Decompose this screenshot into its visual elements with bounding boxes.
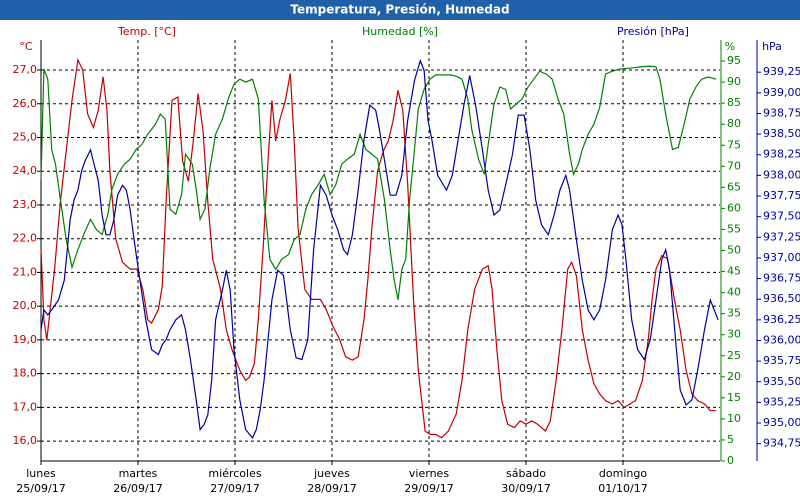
y2-unit: % — [725, 40, 735, 53]
y-tick-label: 26,0 — [13, 97, 38, 110]
y-tick-label: 24,0 — [13, 164, 38, 177]
x-tick-label: 25/09/17 — [16, 482, 65, 495]
y-tick-label: 23,0 — [13, 198, 38, 211]
y-tick-label: 17,0 — [13, 400, 38, 413]
y2-tick-label: 40 — [727, 286, 741, 299]
y3-tick-label: 936,75 — [763, 272, 800, 285]
y2-tick-label: 95 — [727, 54, 741, 67]
y-unit: °C — [19, 40, 33, 53]
y3-tick-label: 937,75 — [763, 189, 800, 202]
x-tick-label: jueves — [313, 467, 350, 480]
y3-axis-title: Presión [hPa] — [617, 25, 689, 38]
x-tick-label: 27/09/17 — [210, 482, 259, 495]
y-tick-label: 25,0 — [13, 130, 38, 143]
y2-tick-label: 25 — [727, 349, 741, 362]
x-tick-label: domingo — [599, 467, 647, 480]
x-tick-label: lunes — [26, 467, 56, 480]
y3-tick-label: 937,25 — [763, 230, 800, 243]
y3-tick-label: 936,00 — [763, 333, 800, 346]
title-bar — [0, 0, 800, 20]
y-tick-label: 21,0 — [13, 265, 38, 278]
y3-tick-label: 938,25 — [763, 148, 800, 161]
y-tick-label: 19,0 — [13, 333, 38, 346]
y2-tick-label: 85 — [727, 96, 741, 109]
y3-tick-label: 935,25 — [763, 395, 800, 408]
y3-tick-label: 937,00 — [763, 251, 800, 264]
chart-title: Temperatura, Presión, Humedad — [290, 3, 509, 17]
x-tick-label: miércoles — [208, 467, 261, 480]
y2-axis-title: Humedad [%] — [362, 25, 438, 38]
x-tick-label: 30/09/17 — [501, 482, 550, 495]
x-tick-label: martes — [119, 467, 158, 480]
y-tick-label: 18,0 — [13, 367, 38, 380]
y3-tick-label: 937,50 — [763, 210, 800, 223]
y3-tick-label: 939,25 — [763, 65, 800, 78]
y2-tick-label: 0 — [727, 454, 734, 467]
y3-tick-label: 935,75 — [763, 354, 800, 367]
y3-tick-label: 936,25 — [763, 313, 800, 326]
series-line — [40, 58, 719, 440]
x-tick-label: 26/09/17 — [113, 482, 162, 495]
y2-tick-label: 5 — [727, 433, 734, 446]
y3-tick-label: 935,50 — [763, 375, 800, 388]
y2-tick-label: 60 — [727, 201, 741, 214]
y-tick-label: 27,0 — [13, 63, 38, 76]
series-line — [40, 65, 717, 300]
y2-tick-label: 50 — [727, 244, 741, 257]
series-line — [40, 57, 717, 439]
y3-tick-label: 939,00 — [763, 86, 800, 99]
y3-tick-label: 935,00 — [763, 416, 800, 429]
x-tick-label: viernes — [409, 467, 449, 480]
y2-tick-label: 55 — [727, 222, 741, 235]
y2-tick-label: 20 — [727, 370, 741, 383]
y2-tick-label: 65 — [727, 180, 741, 193]
y3-tick-label: 938,75 — [763, 106, 800, 119]
y2-tick-label: 90 — [727, 75, 741, 88]
y2-tick-label: 15 — [727, 391, 741, 404]
y2-tick-label: 75 — [727, 138, 741, 151]
y2-tick-label: 10 — [727, 412, 741, 425]
y3-tick-label: 938,00 — [763, 168, 800, 181]
y2-tick-label: 70 — [727, 159, 741, 172]
y3-unit: hPa — [762, 40, 782, 53]
x-tick-label: 29/09/17 — [404, 482, 453, 495]
y-tick-label: 20,0 — [13, 299, 38, 312]
x-tick-label: sábado — [506, 467, 546, 480]
y2-tick-label: 80 — [727, 117, 741, 130]
y2-tick-label: 30 — [727, 328, 741, 341]
x-tick-label: 28/09/17 — [307, 482, 356, 495]
y3-tick-label: 938,50 — [763, 127, 800, 140]
y-tick-label: 16,0 — [13, 434, 38, 447]
y2-tick-label: 35 — [727, 307, 741, 320]
y3-tick-label: 934,75 — [763, 437, 800, 450]
y-tick-label: 22,0 — [13, 232, 38, 245]
x-tick-label: 01/10/17 — [598, 482, 647, 495]
y-axis-title: Temp. [°C] — [117, 25, 176, 38]
y3-tick-label: 936,50 — [763, 292, 800, 305]
y2-tick-label: 45 — [727, 265, 741, 278]
